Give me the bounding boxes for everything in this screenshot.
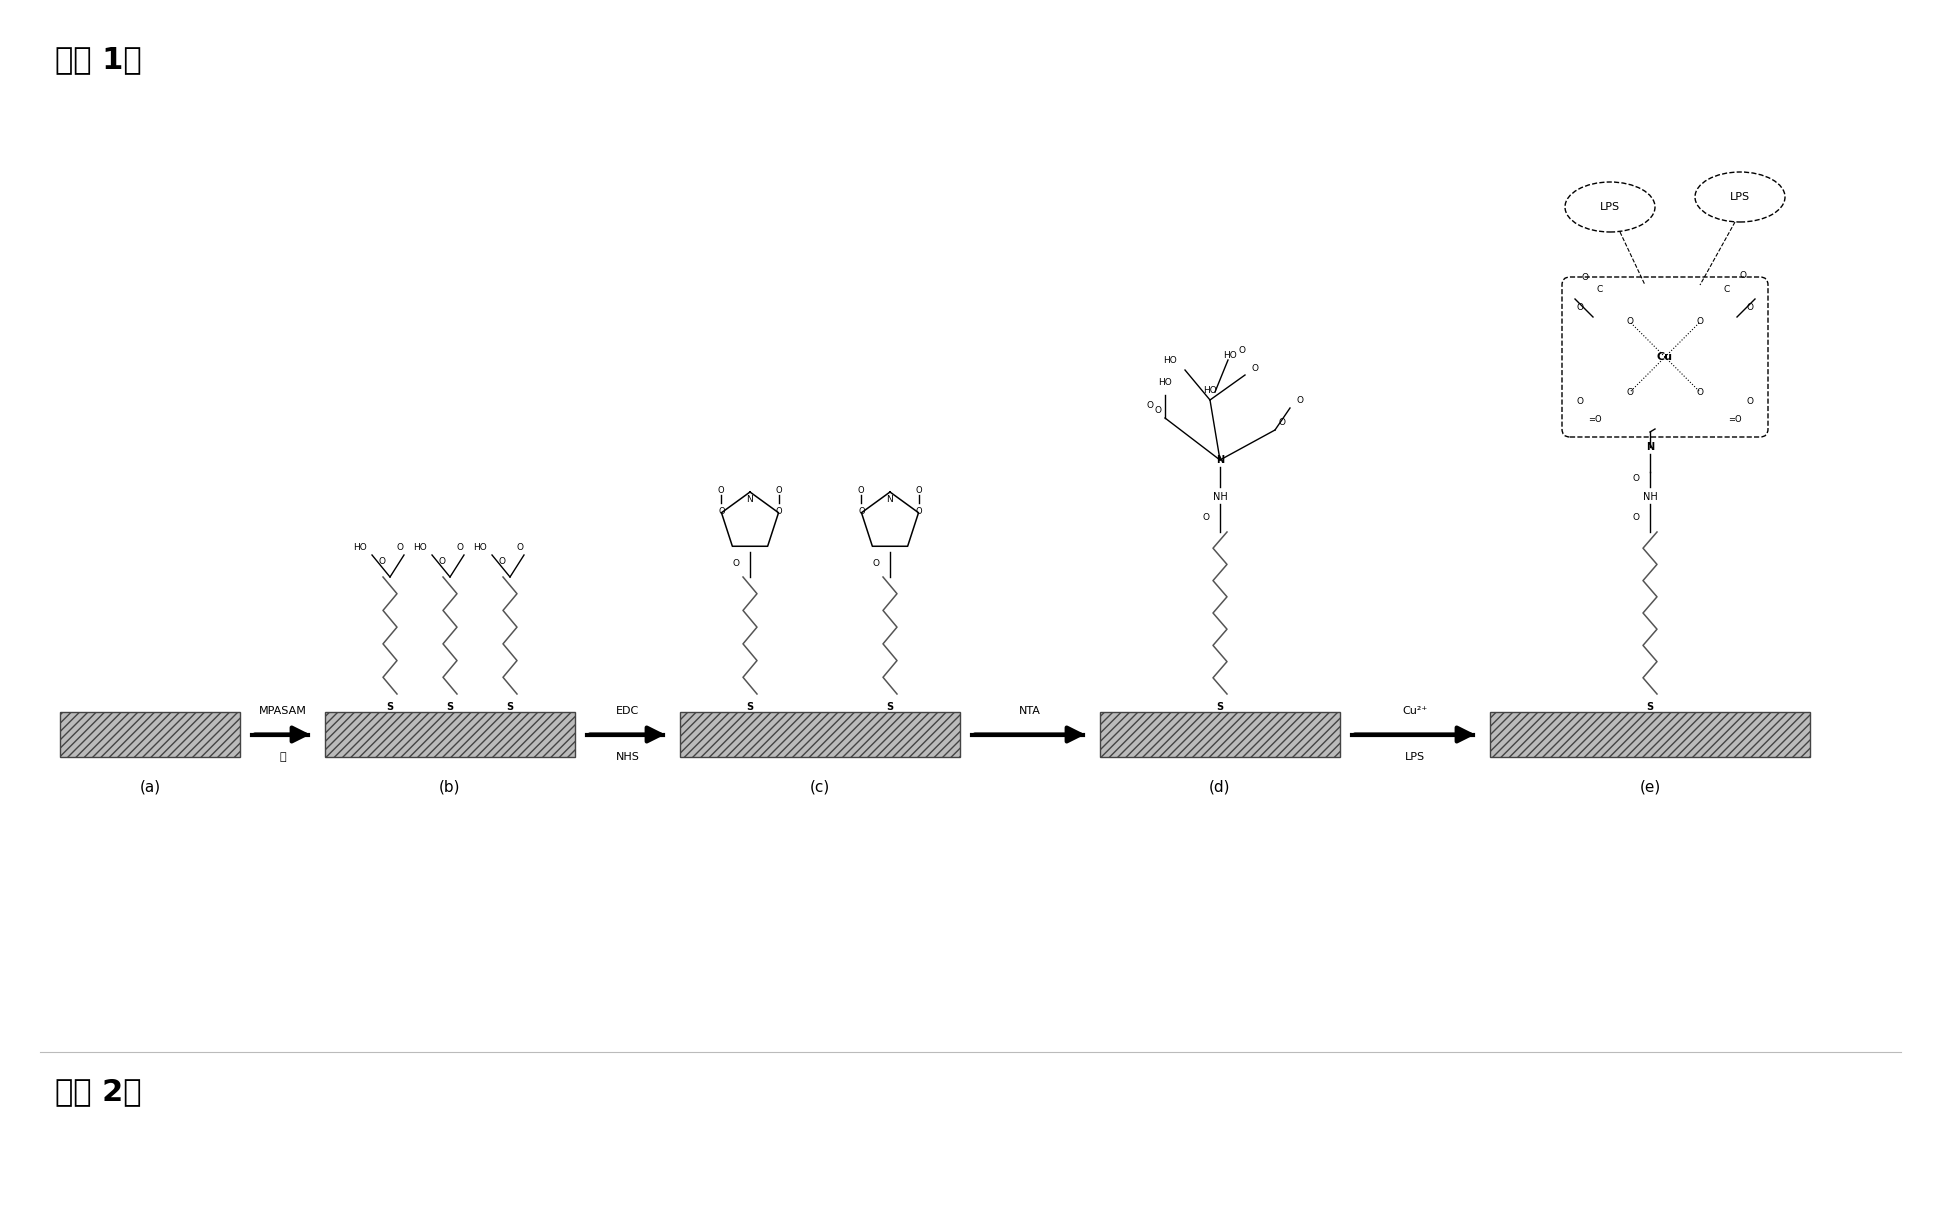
Text: (c): (c) bbox=[809, 779, 831, 793]
Text: S: S bbox=[1646, 702, 1654, 712]
Text: S: S bbox=[386, 702, 394, 712]
Text: NTA: NTA bbox=[1019, 706, 1040, 717]
Text: O: O bbox=[1252, 363, 1258, 372]
Text: O: O bbox=[858, 508, 866, 516]
Text: LPS: LPS bbox=[1729, 192, 1751, 202]
Text: 『도 2』: 『도 2』 bbox=[54, 1077, 142, 1106]
Text: N: N bbox=[1215, 455, 1225, 464]
Text: O: O bbox=[774, 508, 782, 516]
Text: O: O bbox=[396, 542, 404, 552]
Text: O: O bbox=[1627, 388, 1632, 397]
Text: (e): (e) bbox=[1640, 779, 1661, 793]
Text: O: O bbox=[439, 558, 446, 567]
Text: O: O bbox=[378, 558, 386, 567]
Text: O: O bbox=[1576, 398, 1584, 407]
Text: O: O bbox=[1279, 418, 1285, 426]
Text: NH: NH bbox=[1213, 492, 1227, 501]
Text: HO: HO bbox=[413, 542, 427, 552]
Bar bbox=[324, 712, 575, 756]
Text: S: S bbox=[446, 702, 454, 712]
Text: N: N bbox=[1646, 442, 1654, 452]
Text: O: O bbox=[1203, 513, 1209, 521]
Text: S: S bbox=[887, 702, 893, 712]
Bar bbox=[60, 712, 241, 756]
Text: O: O bbox=[1632, 473, 1640, 483]
Text: EDC: EDC bbox=[615, 706, 639, 717]
Text: (a): (a) bbox=[140, 779, 161, 793]
Text: 『도 1』: 『도 1』 bbox=[54, 46, 142, 74]
Text: HO: HO bbox=[474, 542, 487, 552]
Text: O: O bbox=[456, 542, 464, 552]
Text: O: O bbox=[858, 485, 864, 495]
Bar bbox=[1491, 712, 1811, 756]
Text: HO: HO bbox=[353, 542, 367, 552]
Text: O: O bbox=[732, 559, 740, 568]
Text: C: C bbox=[1724, 285, 1729, 293]
Text: O: O bbox=[1739, 271, 1747, 280]
Text: O: O bbox=[1747, 398, 1753, 407]
Text: (d): (d) bbox=[1209, 779, 1231, 793]
Text: O: O bbox=[1627, 317, 1632, 326]
Bar bbox=[679, 712, 961, 756]
Text: HO: HO bbox=[1203, 386, 1217, 394]
Text: O: O bbox=[873, 559, 879, 568]
Text: NH: NH bbox=[1642, 492, 1658, 501]
Text: O: O bbox=[1297, 395, 1304, 404]
Text: =O: =O bbox=[1588, 414, 1601, 424]
Text: O: O bbox=[718, 508, 724, 516]
Text: O: O bbox=[1238, 345, 1246, 355]
Text: Cu: Cu bbox=[1658, 352, 1673, 362]
Text: LPS: LPS bbox=[1599, 202, 1621, 212]
Text: O: O bbox=[499, 558, 505, 567]
Text: O: O bbox=[1632, 513, 1640, 521]
Text: O: O bbox=[776, 485, 782, 495]
Text: N: N bbox=[747, 495, 753, 504]
Text: =O: =O bbox=[1727, 414, 1741, 424]
Text: HO: HO bbox=[1223, 350, 1236, 360]
Text: O: O bbox=[1147, 400, 1153, 409]
Text: C: C bbox=[1597, 285, 1603, 293]
Text: 금: 금 bbox=[280, 753, 285, 763]
Text: HO: HO bbox=[1159, 377, 1172, 387]
Text: (b): (b) bbox=[439, 779, 460, 793]
Text: O: O bbox=[1155, 405, 1161, 414]
Text: O: O bbox=[1582, 272, 1588, 281]
Text: N: N bbox=[887, 495, 893, 504]
Text: O: O bbox=[1747, 303, 1753, 312]
Text: O: O bbox=[1696, 388, 1704, 397]
Text: NHS: NHS bbox=[615, 753, 639, 763]
Text: S: S bbox=[507, 702, 514, 712]
Text: MPASAM: MPASAM bbox=[258, 706, 307, 717]
Text: S: S bbox=[1217, 702, 1223, 712]
Text: HO: HO bbox=[1163, 356, 1176, 365]
Bar bbox=[1101, 712, 1339, 756]
Text: LPS: LPS bbox=[1405, 753, 1425, 763]
Text: Cu²⁺: Cu²⁺ bbox=[1403, 706, 1429, 717]
Text: O: O bbox=[1576, 303, 1584, 312]
Text: O: O bbox=[516, 542, 524, 552]
Text: O: O bbox=[718, 485, 724, 495]
Text: O: O bbox=[916, 485, 922, 495]
Text: O: O bbox=[1696, 317, 1704, 326]
Text: O: O bbox=[916, 508, 922, 516]
Text: S: S bbox=[747, 702, 753, 712]
